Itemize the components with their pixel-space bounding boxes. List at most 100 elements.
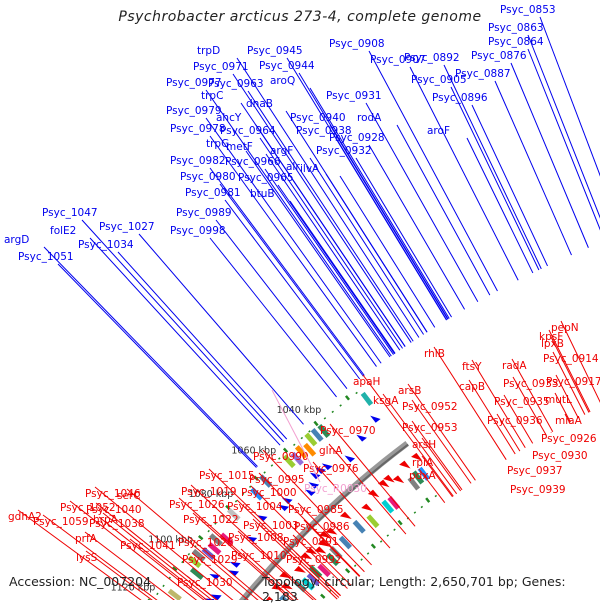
forward-gene-leader [299, 73, 448, 319]
forward-gene-label: Psyc_1051 [18, 251, 74, 263]
reverse-gene-label: Psyc_1026 [169, 499, 225, 511]
inner-tick-mark [394, 529, 395, 530]
forward-gene-leader [528, 49, 600, 241]
reverse-gene-label: Psyc_0939 [510, 484, 566, 496]
forward-gene-label: Psyc_0931 [326, 90, 382, 102]
reverse-gene-label: Psyc_0935 [494, 396, 550, 408]
outer-tick-mark [309, 431, 310, 432]
reverse-gene-label: Psyc_0952 [402, 401, 458, 413]
forward-gene-label: Psyc_0853 [500, 4, 556, 16]
forward-gene-leader [82, 220, 284, 442]
reverse-gene-label: Psyc_1004 [227, 501, 283, 513]
reverse-gene-glyph [399, 461, 410, 469]
reverse-gene-label: Psyc_0991 [283, 536, 339, 548]
forward-gene-leader [356, 158, 452, 317]
reverse-gene-label: Psyc_1029 [182, 554, 238, 566]
outer-tick-mark [340, 405, 341, 406]
reverse-gene-label: Psyc_0990 [253, 451, 309, 463]
reverse-gene-label: Psyc_0986 [294, 521, 350, 533]
inner-tick-mark [435, 495, 436, 496]
outer-tick-mark [356, 392, 357, 393]
inner-tick-mark [355, 565, 356, 566]
outer-tick-mark [301, 438, 302, 439]
reverse-gene-label: Psyc_1046 [85, 488, 141, 500]
reverse-gene-glyph [294, 566, 306, 573]
forward-gene-leader [540, 17, 600, 234]
forward-gene-label: Psyc_0876 [471, 50, 527, 62]
forward-gene-glyph [370, 416, 380, 423]
reverse-gene-label: gdhA2 [8, 511, 42, 523]
reverse-gene-label: Psyc_0937 [507, 465, 563, 477]
reverse-gene-label: Psyc_0970 [320, 425, 376, 437]
forward-gene-label: Psyc_0998 [170, 225, 226, 237]
forward-gene-label: Psyc_0864 [488, 36, 544, 48]
reverse-gene-label: rhlB [424, 348, 445, 360]
reverse-gene-label: Psyc_0914 [543, 353, 599, 365]
forward-gene-label: Psyc_0945 [247, 45, 303, 57]
reverse-gene-label: pdxA [409, 470, 437, 482]
reverse-gene-label: Psyc_1003 [243, 520, 299, 532]
outer-tick-mark [346, 396, 349, 400]
forward-gene-leader [472, 105, 548, 266]
inner-tick-mark [368, 553, 369, 554]
inner-tick-mark [372, 544, 375, 548]
forward-gene-label: aroF [427, 125, 450, 137]
reverse-gene-label: Psyc_1008 [228, 532, 284, 544]
reverse-gene-glyph [361, 504, 373, 512]
reverse-cog-block [354, 522, 363, 532]
forward-cog-block [363, 393, 371, 404]
outer-tick-mark [332, 411, 333, 412]
forward-gene-label: folE2 [50, 225, 76, 237]
reverse-gene-label: Psyc_0992 [286, 554, 342, 566]
reverse-gene-label: ksgA [373, 395, 399, 407]
forward-gene-label: Psyc_1047 [42, 207, 98, 219]
reverse-gene-label: Psyc_0933 [503, 378, 559, 390]
forward-gene-label: rodA [357, 112, 382, 124]
outer-tick-mark [157, 593, 158, 594]
forward-gene-glyph [345, 455, 356, 462]
reverse-gene-label: Psyc_0985 [288, 504, 344, 516]
reverse-gene-label: Psyc_1000 [241, 487, 297, 499]
forward-gene-label: trpC [201, 90, 223, 102]
forward-gene-label: Psyc_0982 [170, 155, 226, 167]
forward-gene-label: Psyc_1034 [78, 239, 134, 251]
forward-gene-label: trpG [206, 138, 229, 150]
accession-label: Accession: NC_007204 [9, 574, 151, 589]
inner-tick-mark [398, 521, 401, 525]
outer-tick-mark [169, 577, 170, 578]
forward-gene-label: trpD [197, 45, 220, 57]
outer-tick-mark [163, 585, 164, 586]
reverse-gene-label: Psyc_1022 [183, 514, 239, 526]
forward-gene-leader [44, 247, 257, 467]
forward-gene-label: Psyc_0978 [170, 123, 226, 135]
reverse-gene-label: Psyc_0953 [402, 422, 458, 434]
forward-gene-leader [118, 252, 287, 439]
forward-gene-label: Psyc_0938 [296, 125, 352, 137]
outer-tick-mark [294, 444, 295, 445]
forward-gene-leader [397, 125, 490, 295]
reverse-gene-label: radA [502, 360, 527, 372]
reverse-gene-label: Psyc_1041 [120, 540, 176, 552]
forward-gene-label: Psyc_0905 [411, 74, 467, 86]
reverse-gene-label: Psyc_0936 [487, 415, 543, 427]
inner-tick-mark [414, 512, 415, 513]
reverse-gene-glyph [383, 475, 395, 483]
reverse-gene-label: Psyc_1019 [181, 486, 237, 498]
reverse-gene-glyph [393, 475, 404, 483]
reverse-gene-label: Psyc_0995 [249, 474, 305, 486]
outer-tick-mark [271, 465, 272, 466]
reverse-cog-block [341, 537, 351, 547]
forward-gene-label: Psyc_0908 [329, 38, 385, 50]
outer-tick-mark [314, 422, 317, 426]
forward-gene-label: Psyc_1027 [99, 221, 155, 233]
forward-cog-block [306, 434, 315, 445]
forward-gene-label: Psyc_0980 [180, 171, 236, 183]
forward-gene-leader [260, 138, 403, 348]
forward-gene-label: Psyc_0989 [176, 207, 232, 219]
inner-tick-mark [346, 569, 350, 573]
rna-gene-leader [272, 390, 320, 482]
scale-tick-label: 1040 kbp [277, 405, 322, 416]
forward-gene-label: Psyc_0940 [290, 112, 346, 124]
forward-gene-leader [528, 35, 600, 239]
